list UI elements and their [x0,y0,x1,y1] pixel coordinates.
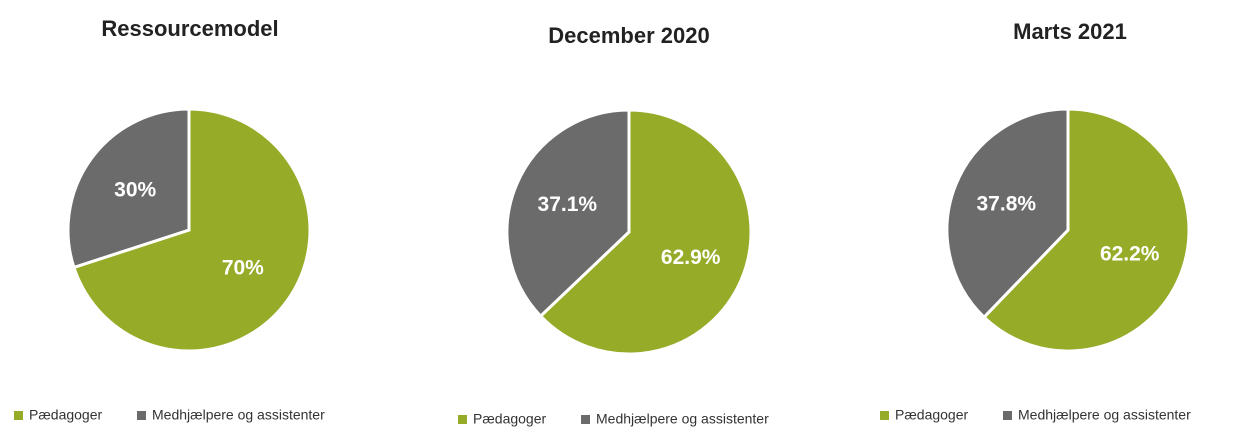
pie-slice [981,107,1191,353]
pie-slice [538,108,753,356]
chart-title: Marts 2021 [1013,19,1127,44]
pie-slice [505,108,631,319]
legend-swatch [458,415,467,424]
legend-label: Medhjælpere og assistenter [152,407,325,423]
chart-title: Ressourcemodel [101,16,278,41]
legend-label: Pædagoger [895,407,969,423]
value-label: 62.2% [1100,242,1160,265]
legend-swatch [880,411,889,420]
legend-swatch [1003,411,1012,420]
legend-label: Medhjælpere og assistenter [1018,407,1191,423]
pie-slice [72,107,312,353]
value-label: 37.1% [538,193,598,216]
value-label: 62.9% [661,246,721,269]
legend-label: Pædagoger [29,407,103,423]
chart-title: December 2020 [548,23,709,48]
legend-swatch [14,411,23,420]
value-label: 37.8% [977,193,1037,216]
legend-label: Pædagoger [473,411,547,427]
pie-slice [66,107,191,270]
value-label: 30% [114,178,156,201]
legend-label: Medhjælpere og assistenter [596,411,769,427]
legend-swatch [581,415,590,424]
value-label: 70% [222,257,264,280]
legend-swatch [137,411,146,420]
pie-slice [945,107,1070,320]
